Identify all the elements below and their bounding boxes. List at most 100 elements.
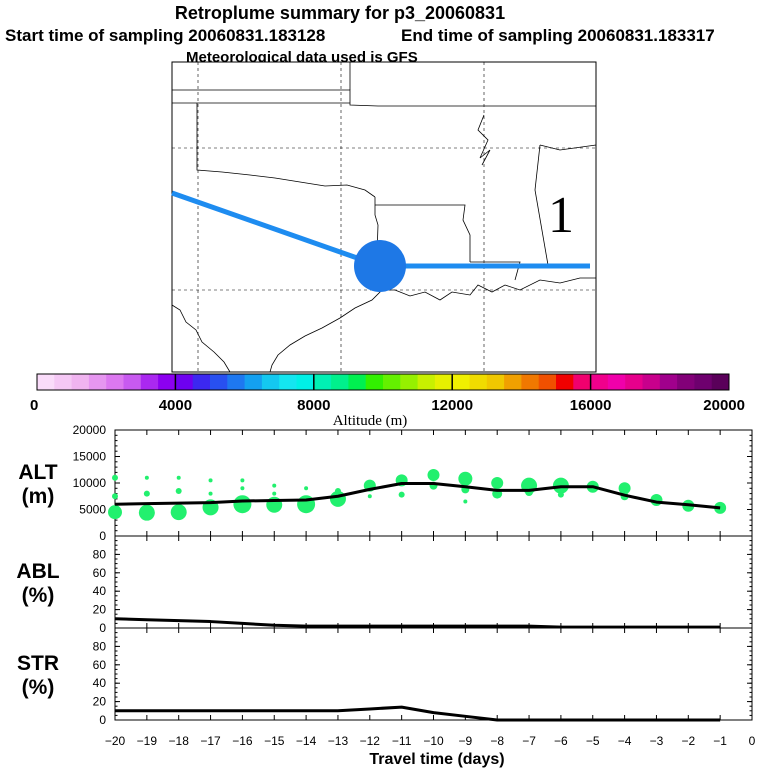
colorbar-swatch [279, 374, 297, 390]
colorbar-swatch [486, 374, 505, 390]
colorbar-swatch [261, 374, 280, 390]
altitude-scatter-point [304, 486, 309, 491]
altitude-scatter-point [367, 494, 372, 499]
colorbar-swatch [521, 374, 540, 390]
figure-title: Retroplume summary for p3_20060831 [175, 3, 505, 23]
time-series-panels: 05000100001500020000ALT(m)020406080ABL(%… [16, 423, 753, 727]
x-tick-label: −7 [522, 734, 536, 748]
x-tick-label: −13 [328, 734, 349, 748]
colorbar-swatch [590, 374, 609, 390]
y-tick-label: 15000 [73, 450, 107, 464]
colorbar-swatch [556, 374, 574, 390]
altitude-scatter-point [138, 504, 155, 521]
y-tick-label: 60 [93, 658, 107, 672]
colorbar-swatch [400, 374, 419, 390]
colorbar-swatch [175, 374, 194, 390]
altitude-scatter-point [108, 505, 122, 520]
altitude-scatter-point [240, 478, 245, 483]
end-time-label: End time of sampling 20060831.183317 [401, 26, 715, 45]
panel-label: STR [17, 652, 59, 675]
colorbar-swatch [140, 374, 159, 390]
x-axis-label: Travel time (days) [369, 751, 504, 768]
altitude-colorbar: 0 4000 8000 12000 16000 20000 [30, 373, 745, 414]
colorbar-swatch [711, 374, 730, 390]
colorbar-swatch [625, 374, 643, 390]
y-tick-label: 80 [93, 547, 107, 561]
travel-time-axis: −20 −19 −18 −17 −16 −15 −14 −13 −12 −11 −10 −9 −8 −7−… [105, 734, 756, 748]
colorbar-swatch [538, 374, 557, 390]
x-tick-label: −11 [392, 734, 412, 748]
colorbar-swatch [694, 374, 713, 390]
panel-abl: 0 20 40 60 80 ABL(%) [16, 535, 753, 635]
x-tick-label: −17 [200, 734, 221, 748]
colorbar-swatch [88, 374, 107, 390]
colorbar-swatch [210, 374, 228, 390]
colorbar-swatch [313, 374, 332, 390]
y-tick-label: 0 [99, 621, 106, 635]
altitude-scatter-point [176, 475, 181, 480]
panel-frame [114, 535, 753, 629]
x-tick-label: −14 [296, 734, 317, 748]
altitude-scatter-point [714, 501, 727, 514]
colorbar-swatch [383, 374, 401, 390]
colorbar-swatch [642, 374, 661, 390]
colorbar-swatch [434, 374, 453, 390]
altitude-scatter-point [427, 469, 440, 482]
y-tick-label: 60 [93, 566, 107, 580]
colorbar-swatch [192, 374, 211, 390]
colorbar-swatch [504, 374, 522, 390]
altitude-scatter-point [143, 490, 150, 497]
y-tick-label: 0 [99, 529, 106, 543]
colorbar-swatch [348, 374, 367, 390]
colorbar-label: Altitude (m) [333, 413, 408, 429]
colorbar-swatch [331, 374, 349, 390]
abl-series-line [114, 617, 721, 629]
colorbar-swatch [158, 374, 176, 390]
y-tick-label: 20 [93, 603, 107, 617]
colorbar-swatch [54, 374, 73, 390]
panel-frame [114, 627, 753, 721]
colorbar-tick-label: 0 [30, 397, 38, 414]
map-region-label: 1 [548, 187, 574, 244]
panel-alt: 0 5000 10000 15000 20000 ALT(m) [18, 423, 753, 543]
altitude-scatter-point [208, 491, 213, 496]
altitude-scatter-point [458, 471, 473, 486]
panel-label: ALT [18, 461, 57, 484]
altitude-scatter-point [334, 487, 341, 494]
colorbar-swatch [123, 374, 142, 390]
altitude-scatter-point [618, 482, 631, 495]
colorbar-tick-label: 12000 [431, 397, 473, 414]
y-tick-label: 40 [93, 676, 107, 690]
x-tick-label: −8 [490, 734, 504, 748]
alt-series-line [114, 482, 721, 510]
x-tick-label: −5 [586, 734, 600, 748]
x-tick-label: −16 [232, 734, 253, 748]
colorbar-swatch [227, 374, 246, 390]
x-tick-label: −18 [169, 734, 190, 748]
colorbar-swatch [469, 374, 488, 390]
colorbar-swatch [607, 374, 626, 390]
altitude-scatter-point [491, 477, 504, 489]
release-location-marker [354, 240, 406, 292]
colorbar-swatch [71, 374, 90, 390]
altitude-scatter-point [272, 483, 277, 488]
x-tick-label: −10 [423, 734, 444, 748]
map-panel: 1 1 [171, 61, 597, 373]
x-tick-label: −3 [650, 734, 664, 748]
x-tick-label: −6 [554, 734, 568, 748]
x-tick-label: −12 [360, 734, 381, 748]
panel-unit-label: (%) [22, 676, 55, 699]
panel-str: 0 20 40 60 80 STR(%) [17, 627, 753, 727]
colorbar-swatch [573, 374, 592, 390]
altitude-scatter-point [112, 474, 118, 481]
y-tick-label: 5000 [79, 503, 106, 517]
y-tick-label: 20 [93, 695, 107, 709]
altitude-scatter-point [208, 478, 213, 483]
colorbar-frame [36, 373, 730, 391]
x-tick-label: 0 [749, 734, 756, 748]
altitude-scatter-point [272, 491, 277, 496]
x-tick-label: −15 [264, 734, 285, 748]
altitude-scatter-point [557, 491, 564, 498]
start-time-label: Start time of sampling 20060831.183128 [5, 26, 325, 45]
